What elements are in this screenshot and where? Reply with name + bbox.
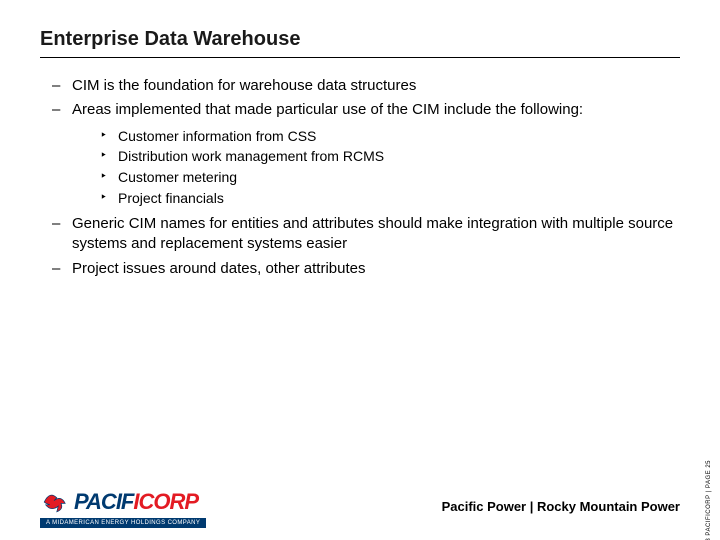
slide-footer: PACIFICORP A MIDAMERICAN ENERGY HOLDINGS… <box>40 488 680 528</box>
sub-bullet-item: Customer information from CSS <box>100 127 680 146</box>
logo-text: PACIFICORP <box>74 489 198 515</box>
brand-right-text: Pacific Power | Rocky Mountain Power <box>442 499 680 528</box>
title-underline <box>40 57 680 58</box>
sub-bullet-item: Project financials <box>100 189 680 208</box>
bullet-item: Areas implemented that made particular u… <box>52 100 680 208</box>
lightning-icon <box>40 488 68 516</box>
bullet-item: Project issues around dates, other attri… <box>52 259 680 279</box>
logo-block: PACIFICORP A MIDAMERICAN ENERGY HOLDINGS… <box>40 488 206 528</box>
logo-row: PACIFICORP <box>40 488 206 516</box>
bullet-item: CIM is the foundation for warehouse data… <box>52 76 680 96</box>
bullet-list-level2: Customer information from CSS Distributi… <box>72 127 680 209</box>
slide-title: Enterprise Data Warehouse <box>40 28 680 57</box>
bullet-item: Generic CIM names for entities and attri… <box>52 214 680 255</box>
slide: Enterprise Data Warehouse CIM is the fou… <box>0 0 720 540</box>
bullet-list-level1: CIM is the foundation for warehouse data… <box>40 76 680 279</box>
logo-subtitle: A MIDAMERICAN ENERGY HOLDINGS COMPANY <box>40 518 206 528</box>
logo-pacif: PACIF <box>74 489 133 514</box>
copyright-sidebar: © 2008 PACIFICORP | PAGE 25 <box>706 460 712 540</box>
bullet-text: Areas implemented that made particular u… <box>72 101 583 118</box>
sub-bullet-item: Distribution work management from RCMS <box>100 147 680 166</box>
sub-bullet-item: Customer metering <box>100 168 680 187</box>
logo-corp: CORP <box>139 489 199 514</box>
